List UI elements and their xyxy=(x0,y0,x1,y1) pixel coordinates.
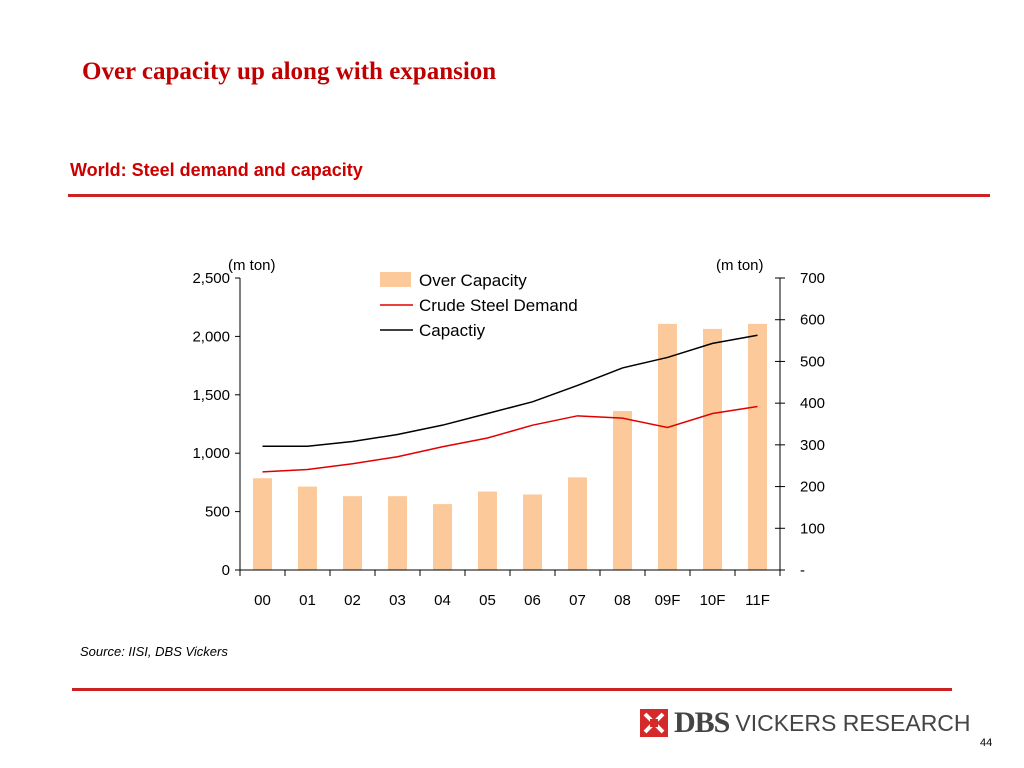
slide-title: Over capacity up along with expansion xyxy=(82,58,497,85)
legend-label: Crude Steel Demand xyxy=(419,296,578,315)
right-tick-label: 400 xyxy=(800,395,825,412)
bar-04 xyxy=(433,504,452,570)
x-tick-label: 11F xyxy=(745,592,770,609)
x-tick-label: 08 xyxy=(614,592,631,609)
logo-vickers-text: VICKERS RESEARCH xyxy=(735,709,971,736)
left-tick-label: 500 xyxy=(205,504,230,521)
bar-05 xyxy=(478,491,497,570)
right-tick-label: 500 xyxy=(800,353,825,370)
left-tick-label: 2,000 xyxy=(192,328,230,345)
bar-00 xyxy=(253,478,272,570)
series-line-crude-steel-demand xyxy=(262,405,758,473)
x-tick-label: 06 xyxy=(524,592,541,609)
right-axis-unit: (m ton) xyxy=(716,257,764,274)
x-tick-label: 07 xyxy=(569,592,586,609)
source-note: Source: IISI, DBS Vickers xyxy=(80,644,228,659)
legend-swatch-bar xyxy=(380,272,411,287)
right-tick-label: - xyxy=(800,562,805,579)
logo-dbs-text: DBS xyxy=(674,706,730,739)
right-tick-label: 700 xyxy=(800,270,825,287)
x-tick-label: 02 xyxy=(344,592,361,609)
bar-10F xyxy=(703,328,722,570)
left-tick-label: 2,500 xyxy=(192,270,230,287)
x-tick-label: 00 xyxy=(254,592,271,609)
dbs-vickers-logo: DBS VICKERS RESEARCH xyxy=(640,706,971,740)
bottom-divider xyxy=(72,688,952,691)
x-tick-label: 04 xyxy=(434,592,451,609)
chart-title: World: Steel demand and capacity xyxy=(70,160,363,180)
left-tick-label: 1,000 xyxy=(192,445,230,462)
right-tick-label: 300 xyxy=(800,437,825,454)
bar-08 xyxy=(613,411,632,570)
bar-07 xyxy=(568,477,587,570)
x-tick-label: 10F xyxy=(700,592,726,609)
x-tick-label: 01 xyxy=(299,592,316,609)
right-tick-label: 200 xyxy=(800,479,825,496)
right-tick-label: 600 xyxy=(800,312,825,329)
top-divider xyxy=(68,194,990,197)
bar-09F xyxy=(658,323,677,570)
bar-06 xyxy=(523,494,542,570)
page-number: 44 xyxy=(980,737,993,749)
x-tick-label: 05 xyxy=(479,592,496,609)
legend-label: Over Capacity xyxy=(419,271,527,290)
x-tick-label: 09F xyxy=(655,592,681,609)
dbs-logo-icon xyxy=(640,709,668,737)
legend-label: Capactiy xyxy=(419,321,486,340)
left-axis-unit: (m ton) xyxy=(228,257,276,274)
left-tick-label: 0 xyxy=(222,562,230,579)
bar-03 xyxy=(388,496,407,570)
x-tick-label: 03 xyxy=(389,592,406,609)
bar-02 xyxy=(343,496,362,570)
bar-11F xyxy=(748,323,767,570)
right-tick-label: 100 xyxy=(800,520,825,537)
bar-01 xyxy=(298,486,317,570)
left-tick-label: 1,500 xyxy=(192,387,230,404)
series-line-capactiy xyxy=(262,334,758,447)
